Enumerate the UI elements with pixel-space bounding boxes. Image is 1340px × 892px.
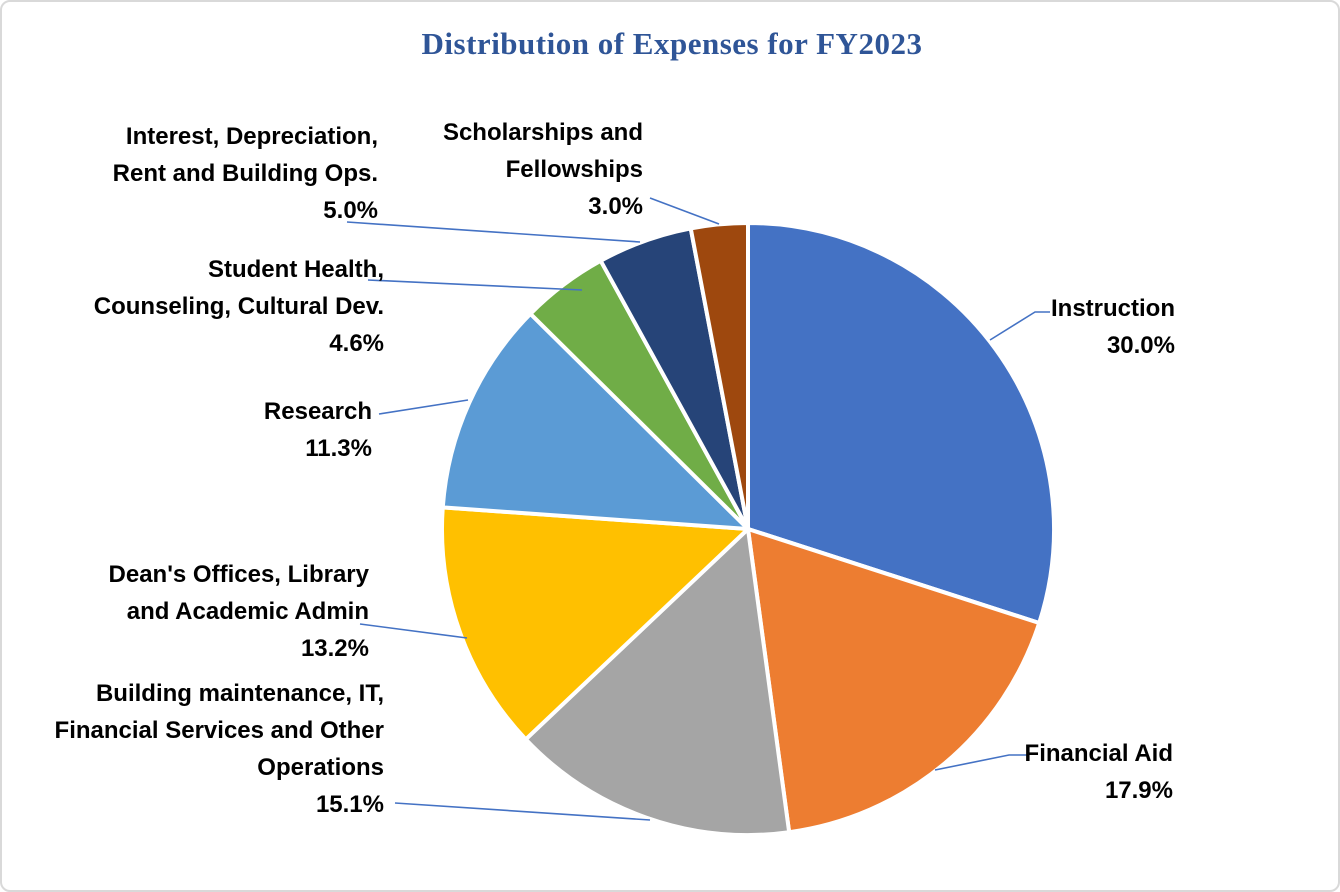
slice-label-line: Dean's Offices, Library bbox=[108, 561, 369, 588]
slice-label-line: Financial Services and Other bbox=[54, 717, 384, 744]
leader-line-interest bbox=[346, 221, 641, 243]
pie-slice-deans bbox=[440, 505, 750, 742]
slice-pct-instruction: 30.0% bbox=[1106, 332, 1175, 359]
slice-label-line: Operations bbox=[257, 754, 384, 781]
slice-label-scholarships: Scholarships and Fellowships 3.0% bbox=[443, 114, 643, 225]
slice-label-line: Rent and Building Ops. bbox=[112, 160, 378, 187]
slice-label-instruction: Instruction 30.0% bbox=[1051, 290, 1175, 364]
pie-slice-research bbox=[440, 311, 750, 531]
leader-line-deans bbox=[359, 623, 468, 639]
slice-pct-research: 11.3% bbox=[305, 435, 372, 462]
slice-pct-student_health: 4.6% bbox=[329, 330, 384, 357]
slice-pct-scholarships: 3.0% bbox=[588, 193, 643, 220]
slice-label-line: Financial Aid bbox=[1024, 740, 1173, 767]
leader-line-financial_aid bbox=[934, 754, 1027, 771]
pie-slice-scholarships bbox=[688, 221, 750, 531]
slice-label-line: Scholarships and bbox=[442, 119, 643, 146]
leader-line-building_ops bbox=[394, 802, 651, 821]
slice-label-line: Research bbox=[263, 398, 372, 425]
slice-label-line: and Academic Admin bbox=[126, 598, 369, 625]
slice-label-line: Interest, Depreciation, bbox=[125, 123, 378, 150]
leader-line-research bbox=[378, 399, 469, 415]
slice-label-building_ops: Building maintenance, IT, Financial Servi… bbox=[55, 675, 384, 823]
slice-label-line: Fellowships bbox=[505, 156, 643, 183]
slice-label-line: Counseling, Cultural Dev. bbox=[93, 293, 384, 320]
pie-slice-financial_aid bbox=[746, 527, 1042, 835]
slice-label-financial_aid: Financial Aid 17.9% bbox=[1025, 735, 1173, 809]
leader-line-student_health bbox=[367, 279, 583, 291]
slice-pct-deans: 13.2% bbox=[300, 635, 369, 662]
chart-title: Distribution of Expenses for FY2023 bbox=[421, 26, 923, 61]
slice-label-line: Building maintenance, IT, bbox=[95, 680, 384, 707]
slice-label-deans: Dean's Offices, Library and Academic Admi… bbox=[109, 556, 369, 667]
slice-label-interest: Interest, Depreciation, Rent and Building… bbox=[113, 118, 378, 229]
slice-pct-interest: 5.0% bbox=[323, 197, 378, 224]
slice-label-line: Instruction bbox=[1051, 295, 1175, 322]
pie-slice-instruction bbox=[746, 221, 1056, 626]
slice-label-line: Student Health, bbox=[207, 256, 384, 283]
slice-label-student_health: Student Health, Counseling, Cultural Dev.… bbox=[94, 251, 384, 362]
leader-line-instruction bbox=[989, 311, 1050, 341]
slice-label-research: Research 11.3% bbox=[264, 393, 372, 467]
leader-line-scholarships bbox=[649, 197, 720, 225]
slice-pct-financial_aid: 17.9% bbox=[1104, 777, 1173, 804]
pie-slice-building_ops bbox=[523, 527, 792, 837]
slice-pct-building_ops: 15.1% bbox=[315, 791, 384, 818]
